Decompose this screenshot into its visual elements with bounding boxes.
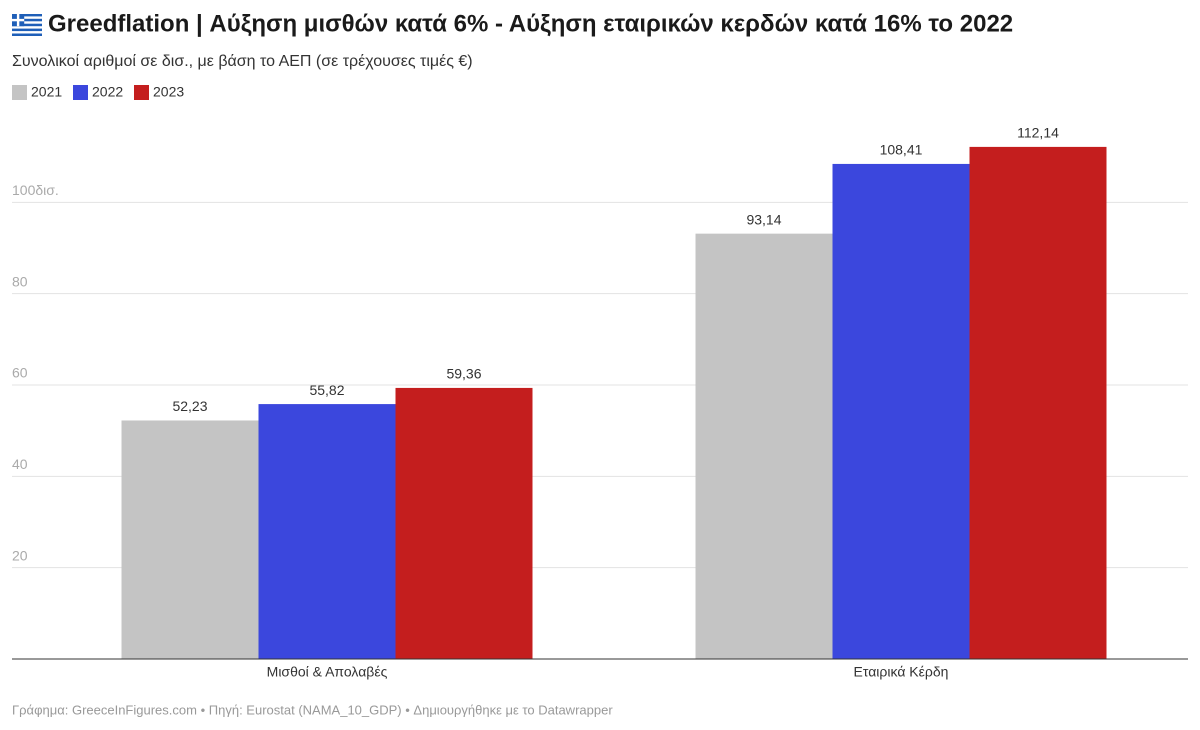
bar (121, 420, 259, 659)
value-label: 112,14 (1017, 125, 1059, 141)
bar (395, 387, 533, 659)
value-label: 93,14 (746, 211, 781, 227)
legend-swatch (134, 85, 149, 100)
chart-title: Greedflation | Αύξηση μισθών κατά 6% - Α… (48, 10, 1013, 37)
flag (12, 14, 42, 36)
legend-swatch (12, 85, 27, 100)
value-label: 59,36 (446, 366, 481, 382)
y-tick-label: 100δισ. (12, 182, 59, 198)
y-tick-label: 40 (12, 456, 28, 472)
value-label: 55,82 (309, 382, 344, 398)
legend-label: 2023 (153, 84, 184, 100)
value-label: 52,23 (172, 398, 207, 414)
bar (258, 404, 396, 659)
legend-label: 2021 (31, 84, 62, 100)
legend-swatch (73, 85, 88, 100)
footer: Γράφημα: GreeceInFigures.com • Πηγή: Eur… (12, 702, 613, 717)
legend-label: 2022 (92, 84, 123, 100)
x-tick-label: Μισθοί & Απολαβές (267, 664, 388, 680)
y-tick-label: 80 (12, 273, 28, 289)
value-label: 108,41 (880, 142, 923, 158)
bar (695, 233, 833, 660)
x-tick-label: Εταιρικά Κέρδη (854, 664, 949, 680)
y-tick-label: 60 (12, 365, 28, 381)
y-tick-label: 20 (12, 547, 28, 563)
bar (832, 163, 970, 659)
chart-subtitle: Συνολικοί αριθμοί σε δισ., με βάση το ΑΕ… (12, 53, 473, 70)
bar (969, 146, 1107, 660)
